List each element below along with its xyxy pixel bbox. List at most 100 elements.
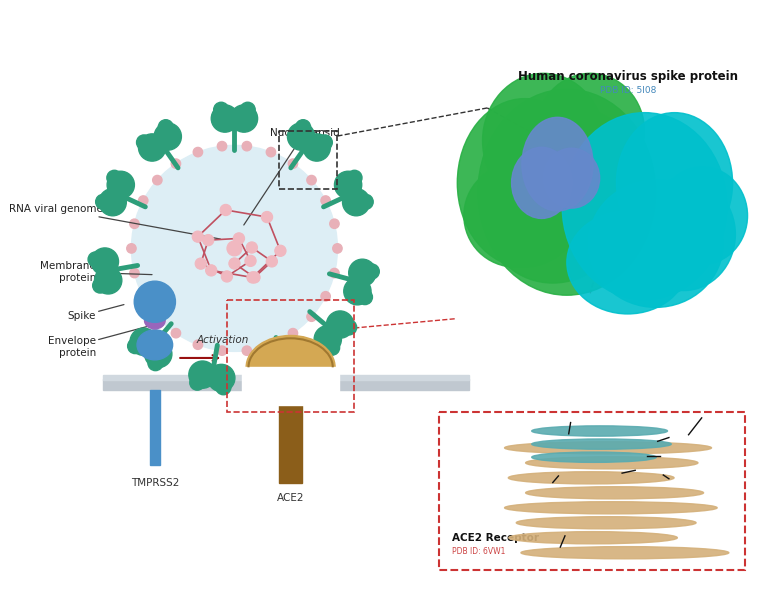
Circle shape [343,189,370,216]
Circle shape [193,147,203,157]
Circle shape [357,290,372,304]
Ellipse shape [512,147,571,219]
Circle shape [230,105,258,132]
Ellipse shape [567,211,688,314]
Circle shape [275,245,286,256]
Text: RNA viral genome: RNA viral genome [9,204,221,239]
Ellipse shape [144,312,165,329]
Circle shape [262,211,272,223]
Circle shape [227,241,242,256]
Circle shape [139,134,166,161]
Ellipse shape [464,164,567,267]
Circle shape [145,340,172,368]
Ellipse shape [658,167,748,264]
Circle shape [240,102,255,117]
Circle shape [249,272,260,283]
Circle shape [221,271,233,282]
Ellipse shape [478,89,656,296]
Bar [227,300,354,413]
Circle shape [95,194,111,210]
Circle shape [298,361,313,376]
Bar [103,378,468,390]
Ellipse shape [526,457,698,469]
Text: Human coronavirus spike protein: Human coronavirus spike protein [518,70,738,82]
Circle shape [153,312,162,321]
Circle shape [203,235,214,246]
Ellipse shape [504,501,717,514]
Circle shape [139,196,148,205]
Ellipse shape [457,99,592,267]
Circle shape [321,291,330,301]
Circle shape [242,346,252,355]
Circle shape [358,194,373,210]
Circle shape [334,171,362,198]
Circle shape [342,320,356,335]
Circle shape [220,204,231,216]
Circle shape [154,123,182,150]
Ellipse shape [588,180,723,307]
Circle shape [148,356,163,371]
Ellipse shape [489,167,617,283]
Circle shape [127,244,136,253]
Ellipse shape [543,148,600,208]
Text: ACE2 Receptor: ACE2 Receptor [452,533,539,543]
Bar [103,375,468,380]
Ellipse shape [562,113,727,300]
Circle shape [134,281,175,322]
Circle shape [233,233,245,244]
Circle shape [99,189,127,216]
Circle shape [211,105,239,132]
Circle shape [266,147,275,157]
Text: ACE2: ACE2 [277,493,304,503]
Ellipse shape [526,487,703,499]
Circle shape [266,256,278,267]
Ellipse shape [509,532,678,544]
Circle shape [349,259,376,287]
Circle shape [266,340,275,349]
Ellipse shape [482,73,604,208]
Circle shape [330,219,339,229]
Circle shape [171,328,181,338]
Circle shape [208,364,235,392]
Ellipse shape [137,330,172,360]
Ellipse shape [532,426,668,436]
Bar [279,131,337,189]
Circle shape [95,267,122,294]
Ellipse shape [517,516,696,529]
Ellipse shape [633,178,736,291]
Text: Nucleocapsid: Nucleocapsid [244,128,340,225]
Ellipse shape [521,547,729,559]
Text: Envelope
protein: Envelope protein [48,325,152,358]
Text: PDB ID: 5I08: PDB ID: 5I08 [600,87,656,96]
Bar [150,390,159,464]
Circle shape [321,196,330,205]
Text: PDB ID: 6VW1: PDB ID: 6VW1 [452,547,505,556]
Ellipse shape [246,336,335,399]
Text: Activation: Activation [197,335,249,345]
Circle shape [127,338,143,353]
Circle shape [92,278,108,293]
Circle shape [267,356,295,384]
Circle shape [288,328,298,338]
Circle shape [303,134,330,161]
Circle shape [130,328,157,355]
Circle shape [324,340,340,355]
Bar [242,367,340,405]
Circle shape [92,248,118,275]
Circle shape [273,372,288,387]
Text: Spike: Spike [67,304,124,321]
Ellipse shape [522,118,593,211]
Circle shape [242,141,252,151]
Text: Membrane
protein: Membrane protein [40,261,152,282]
Circle shape [139,291,148,301]
Circle shape [214,102,229,117]
Bar [439,413,745,570]
Circle shape [344,278,371,305]
Circle shape [245,256,256,266]
Circle shape [192,231,204,242]
Circle shape [158,120,173,135]
Circle shape [317,135,333,150]
Circle shape [229,258,240,269]
Circle shape [347,170,362,185]
Circle shape [190,375,204,390]
